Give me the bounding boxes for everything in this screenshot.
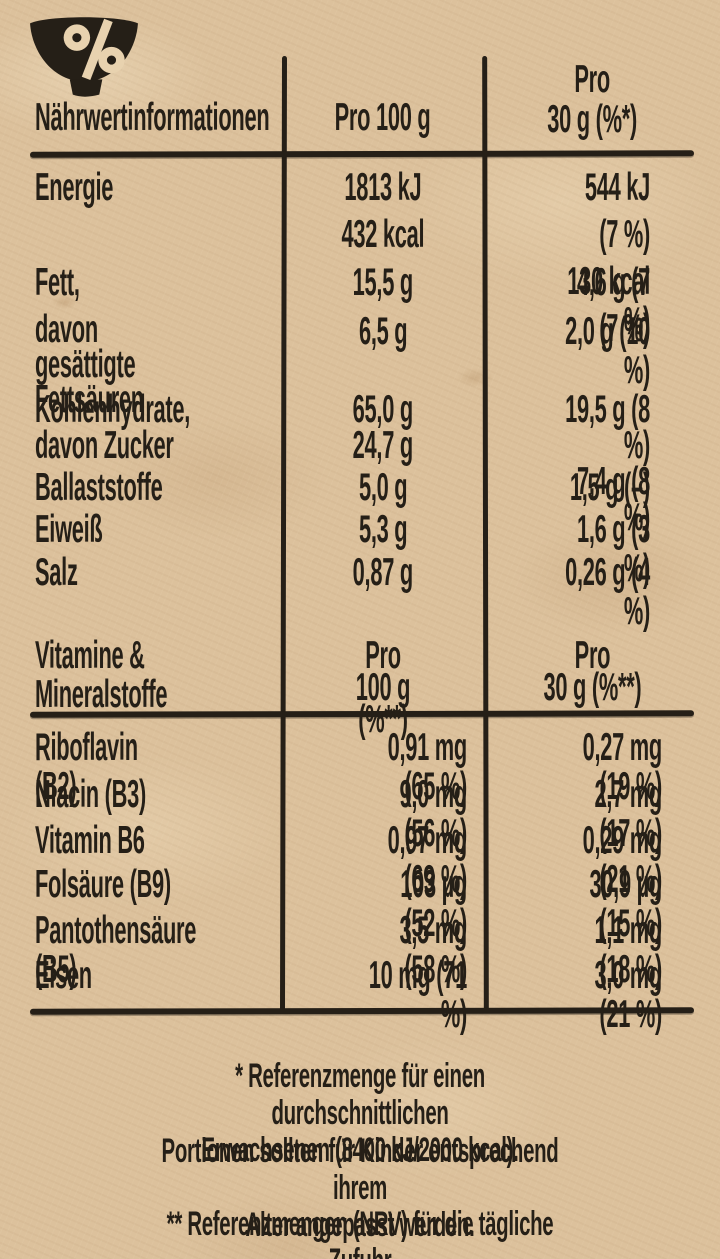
value-per-30g: 1,1 mg (18 %): [594, 909, 662, 991]
vitamin-name: Vitamin B6: [35, 819, 145, 862]
value-per-30g: 0,26 g (4 %): [565, 551, 650, 633]
value-per-30g: 30,9 µg (15 %): [589, 863, 662, 945]
nutrient-name: Ballaststoffe: [35, 466, 163, 509]
nutrient-name: Kohlenhydrate, davon Zucker: [35, 388, 191, 467]
value-per-30g: 544 kJ (7 %) 130 kcal (7 %): [567, 166, 650, 350]
vitamin-name: Niacin (B3): [35, 773, 146, 816]
value-per-30g: 19,5 g (8 %) 7,4 g (8 %): [565, 388, 650, 539]
vitamins-column-header-per-30g: Pro 30 g (%**): [543, 634, 641, 709]
value-per-30g: 0,27 mg (19 %): [582, 726, 663, 808]
vitamin-name: Pantothensäure (B5): [35, 909, 197, 991]
value-per-100g: 5,0 g: [358, 466, 408, 509]
vitamin-name: Riboflavin (B2): [35, 726, 138, 808]
vitamin-name: Folsäure (B9): [35, 863, 171, 906]
value-per-30g: 2,0 g (10 %): [565, 310, 650, 392]
nutrient-name: Fett,: [35, 261, 80, 304]
value-per-100g: 9,0 mg (56 %): [399, 773, 467, 855]
value-per-100g: 5,3 g: [358, 508, 408, 551]
value-per-30g: 1,5 g (–): [569, 466, 650, 509]
value-per-100g: 1813 kJ 432 kcal: [341, 166, 425, 256]
column-header-per-100g: Pro 100 g: [335, 96, 431, 139]
vitamins-section-title: Vitamine & Mineralstoffe: [35, 634, 168, 716]
value-per-30g: 0,29 mg (21 %): [582, 819, 663, 901]
value-per-100g: 0,91 mg (65 %): [387, 726, 468, 808]
value-per-100g: 15,5 g: [352, 261, 414, 304]
vitamin-name: Eisen: [35, 954, 92, 997]
value-per-100g: 0,87 g: [352, 551, 414, 594]
value-per-30g: 4,6 g (7 %): [576, 261, 650, 343]
value-per-100g: 65,0 g 24,7 g: [352, 388, 414, 467]
value-per-100g: 10 mg (71 %): [368, 954, 468, 1036]
value-per-30g: 1,6 g (3 %): [576, 508, 650, 590]
value-per-100g: 0,97 mg (69 %): [387, 819, 468, 901]
vitamins-column-header-per-100g: Pro 100 g (%**): [355, 634, 411, 741]
value-per-100g: 3,5 mg (58 %): [399, 909, 467, 991]
value-per-30g: 2,7 mg (17 %): [594, 773, 662, 855]
value-per-100g: 103 µg (52 %): [400, 863, 467, 945]
value-per-30g: 3,0 mg (21 %): [594, 954, 662, 1036]
nutrient-name: Energie: [35, 166, 114, 209]
footnote-children-portions: Portionen sollten für Kinder entsprechen…: [161, 1132, 559, 1244]
footnote-reference-adult: * Referenzmenge für einen durchschnittli…: [201, 1057, 519, 1169]
header-rule: [29, 150, 695, 158]
nutrient-name: Salz: [35, 551, 78, 594]
column-divider-right: [482, 55, 489, 1013]
footnote-nrv: ** Referenzmengen (NRV) für die tägliche…: [166, 1205, 554, 1259]
column-header-per-30g: Pro 30 g (%*): [547, 58, 637, 141]
nutrient-name: Eiweiß: [35, 508, 103, 551]
value-per-100g: 6,5 g: [358, 310, 408, 353]
bowl-percent-icon: [30, 17, 138, 97]
nutrient-name: davon gesättigte Fettsäuren: [35, 308, 144, 421]
table-title: Nährwertinformationen: [35, 96, 270, 139]
